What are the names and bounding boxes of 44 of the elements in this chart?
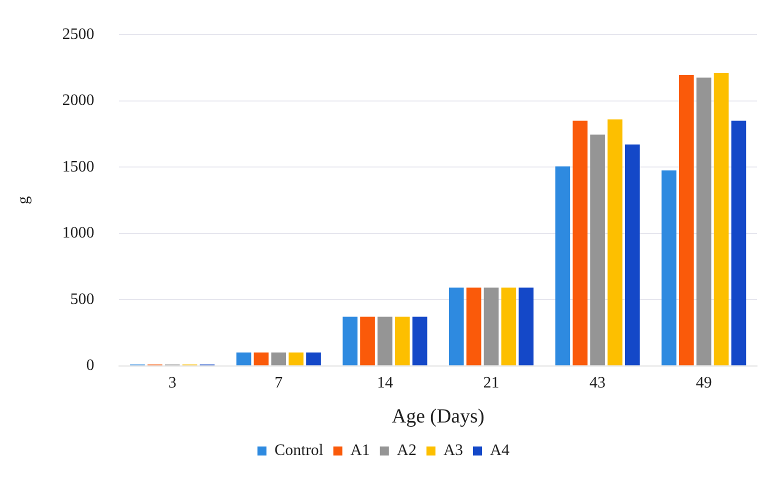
- x-tick-label: 49: [696, 374, 712, 392]
- x-axis-title: Age (Days): [392, 405, 484, 428]
- bar: [448, 288, 464, 366]
- legend-label: A1: [350, 442, 370, 460]
- y-tick-label: 1500: [62, 158, 94, 176]
- bar: [236, 352, 252, 366]
- x-tick-label: 21: [483, 374, 500, 392]
- bar: [555, 166, 570, 366]
- bar: [662, 170, 676, 366]
- y-tick-label: 2500: [62, 26, 94, 43]
- bar: [306, 352, 321, 366]
- bar: [466, 288, 482, 366]
- x-tick-label: 14: [376, 374, 393, 392]
- bar: [378, 316, 392, 366]
- bar: [518, 288, 534, 366]
- bar: [590, 134, 605, 366]
- y-tick-label: 1000: [62, 224, 94, 242]
- bar: [288, 352, 304, 366]
- bar: [679, 75, 694, 366]
- bar: [484, 288, 499, 366]
- bar: [731, 120, 746, 366]
- bar: [412, 316, 428, 366]
- legend-label: A4: [490, 442, 510, 460]
- bar: [254, 352, 269, 366]
- legend-label: Control: [274, 442, 324, 460]
- bar: [360, 316, 375, 366]
- bar: [572, 120, 588, 366]
- legend-label: A3: [443, 442, 464, 460]
- bar: [608, 119, 622, 366]
- bar: [714, 73, 729, 366]
- legend-label: A2: [396, 442, 416, 460]
- x-tick-label: 7: [274, 374, 283, 392]
- bar: [342, 316, 358, 366]
- y-tick-label: 500: [70, 290, 94, 308]
- x-tick-label: 3: [168, 374, 176, 392]
- y-tick-label: 0: [86, 357, 94, 374]
- bar: [696, 78, 712, 366]
- y-axis-title: g: [14, 196, 32, 204]
- bar: [625, 144, 640, 366]
- x-tick-label: 43: [590, 374, 606, 392]
- y-tick-label: 2000: [62, 92, 94, 110]
- bar: [394, 316, 410, 366]
- bar: [501, 288, 516, 366]
- bar: [271, 352, 286, 366]
